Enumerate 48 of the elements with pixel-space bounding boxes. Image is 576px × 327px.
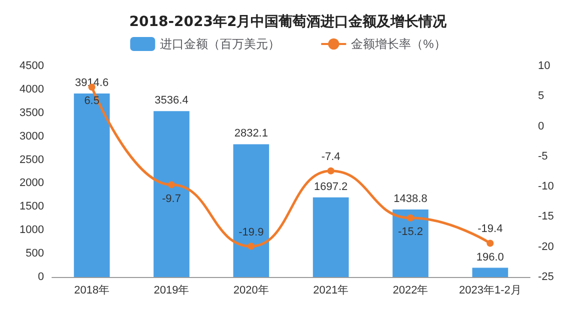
legend-label: 进口金额（百万美元）	[160, 37, 280, 51]
y2-tick-label: -5	[538, 150, 548, 162]
data-label: -19.4	[478, 223, 503, 236]
point	[486, 240, 494, 247]
y2-tick-label: -10	[538, 180, 554, 193]
data-label: 3536.4	[154, 94, 188, 107]
y2-tick-label: -15	[538, 210, 554, 223]
bar	[154, 111, 190, 277]
y2-tick-label: -20	[538, 240, 554, 253]
data-label: -7.4	[321, 150, 340, 163]
data-label: -15.2	[398, 226, 424, 238]
point	[248, 242, 255, 250]
bar	[392, 210, 428, 277]
point	[407, 214, 414, 222]
bar	[312, 197, 349, 277]
y2-tick-label: -25	[538, 271, 554, 283]
x-tick-label: 2020年	[233, 284, 269, 296]
x-tick-label: 2022年	[392, 284, 428, 296]
y-tick-label: 2500	[20, 154, 44, 166]
y2-tick-label: 0	[538, 120, 544, 132]
data-label: 1697.2	[314, 180, 348, 193]
y-tick-label: 4500	[20, 60, 44, 72]
legend-label: 金额增长率（%）	[351, 37, 446, 51]
data-label: 196.0	[476, 251, 504, 264]
data-label: -19.9	[238, 226, 264, 238]
y-tick-label: 4000	[20, 83, 44, 96]
bar	[472, 268, 508, 277]
y2-tick-label: 5	[538, 90, 544, 102]
x-tick-label: 2018年	[74, 284, 110, 296]
y-tick-label: 500	[26, 248, 44, 260]
y-tick-label: 3000	[20, 130, 44, 142]
x-tick-label: 2021年	[313, 284, 349, 296]
y2-tick-label: 10	[538, 60, 550, 72]
y-tick-label: 1500	[20, 200, 44, 213]
data-label: 1438.8	[394, 193, 428, 206]
data-label: -9.7	[162, 192, 181, 205]
y-tick-label: 2000	[20, 177, 44, 190]
x-tick-label: 2019年	[154, 284, 190, 296]
bar	[233, 144, 270, 277]
y-tick-label: 1000	[20, 224, 44, 236]
y-tick-label: 0	[38, 271, 44, 283]
y-tick-label: 3500	[20, 106, 44, 119]
x-tick-label: 2023年1-2月	[458, 284, 522, 296]
data-label: 2832.1	[234, 128, 268, 140]
bar	[74, 93, 110, 277]
chart-title: 2018-2023年2月中国葡萄酒进口金额及增长情况	[129, 13, 448, 30]
point	[168, 181, 175, 188]
point	[327, 167, 334, 174]
